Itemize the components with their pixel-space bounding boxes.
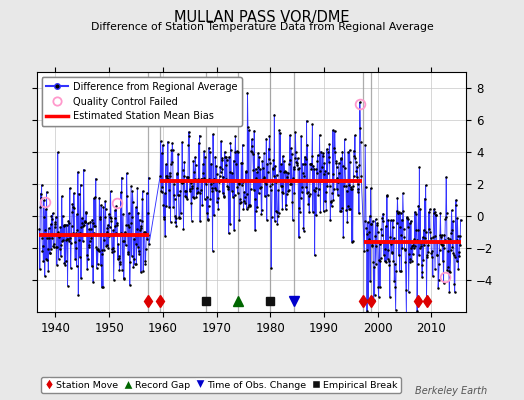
Text: MULLAN PASS VOR/DME: MULLAN PASS VOR/DME [174, 10, 350, 25]
Legend: Difference from Regional Average, Quality Control Failed, Estimated Station Mean: Difference from Regional Average, Qualit… [41, 77, 242, 126]
Text: Berkeley Earth: Berkeley Earth [415, 386, 487, 396]
Legend: Station Move, Record Gap, Time of Obs. Change, Empirical Break: Station Move, Record Gap, Time of Obs. C… [41, 377, 401, 393]
Text: Difference of Station Temperature Data from Regional Average: Difference of Station Temperature Data f… [91, 22, 433, 32]
